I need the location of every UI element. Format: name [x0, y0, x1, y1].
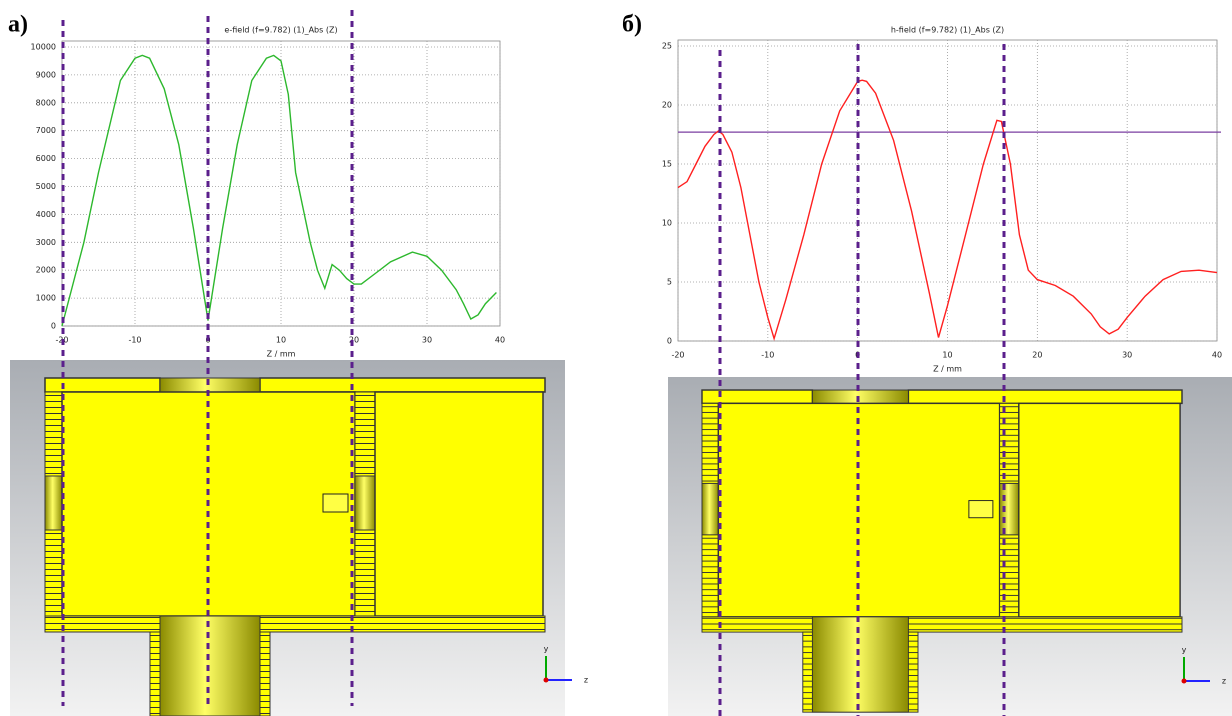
axis-y-icon: y [1182, 646, 1187, 655]
y-tick-label: 2000 [36, 266, 56, 275]
x-tick-label: 10 [276, 336, 286, 345]
y-tick-label: 10000 [31, 43, 56, 52]
y-tick-label: 1000 [36, 294, 56, 303]
y-tick-label: 0 [667, 337, 672, 346]
x-tick-label: 40 [495, 336, 505, 345]
panel-label: б) [622, 12, 642, 38]
y-tick-label: 8000 [36, 98, 56, 107]
x-tick-label: 30 [1122, 351, 1132, 360]
x-tick-label: -10 [761, 351, 774, 360]
y-tick-label: 20 [662, 101, 672, 110]
y-tick-label: 0 [51, 322, 56, 331]
y-tick-label: 7000 [36, 126, 56, 135]
chart-title: e-field (f=9.782) (1)_Abs (Z) [224, 26, 337, 35]
x-axis-label: Z / mm [267, 350, 296, 359]
y-tick-label: 4000 [36, 210, 56, 219]
y-tick-label: 9000 [36, 70, 56, 79]
x-axis-label: Z / mm [933, 365, 962, 374]
y-tick-label: 25 [662, 42, 672, 51]
x-tick-label: 20 [1032, 351, 1042, 360]
y-tick-label: 6000 [36, 154, 56, 163]
x-tick-label: 20 [349, 336, 359, 345]
figure: y z y z а) б) e-field (f=9.782) (1)_Abs … [0, 0, 1232, 716]
x-tick-label: 10 [942, 351, 952, 360]
page: {"labels": {"a": "а)", "b": "б)"}, "axes… [0, 0, 1232, 716]
y-tick-label: 3000 [36, 238, 56, 247]
y-tick-label: 15 [662, 160, 672, 169]
x-tick-label: -10 [128, 336, 141, 345]
axis-y-icon: y [544, 645, 549, 654]
panel-label: а) [8, 12, 28, 38]
x-tick-label: 30 [422, 336, 432, 345]
y-tick-label: 5000 [36, 182, 56, 191]
x-tick-label: -20 [671, 351, 684, 360]
x-tick-label: 40 [1212, 351, 1222, 360]
y-tick-label: 5 [667, 278, 672, 287]
y-tick-label: 10 [662, 219, 672, 228]
chart-title: h-field (f=9.782) (1)_Abs (Z) [891, 26, 1004, 35]
axis-z-icon: z [1222, 677, 1226, 686]
axis-z-icon: z [584, 676, 588, 685]
